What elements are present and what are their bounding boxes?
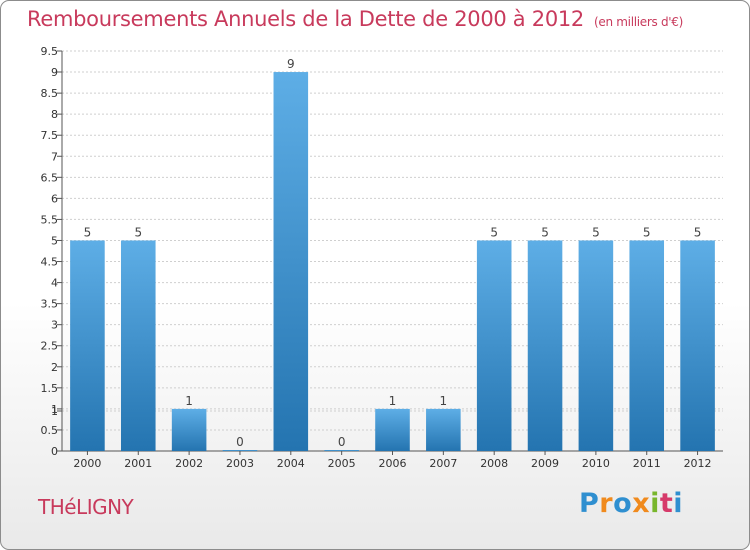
y-tick-label: 3.5 [41,298,59,311]
x-tick-label: 2011 [633,457,661,470]
y-tick-label: 0.5 [41,424,59,437]
town-name: THéLIGNY [38,495,134,519]
bar-2009 [527,240,563,451]
y-tick-label: 6 [51,192,58,205]
bar-2004 [273,72,309,451]
data-label: 5 [541,225,549,239]
y-tick-label: 2 [51,361,58,374]
chart-title: Remboursements Annuels de la Dette de 20… [27,7,683,31]
data-label: 1 [440,394,448,408]
y-tick-label: 1 [51,403,58,416]
brand-logo: Proxiti [579,488,683,519]
bar-2005 [324,450,359,451]
bar-2001 [120,240,156,451]
y-tick-label: 0 [51,445,58,458]
y-tick-label: 8.5 [41,87,59,100]
x-tick-label: 2002 [175,457,203,470]
x-tick-label: 2004 [277,457,305,470]
data-label: 5 [694,225,702,239]
y-tick-label: 6.5 [41,171,59,184]
brand-letter: o [613,488,633,519]
brand-letter: P [579,488,600,519]
bar-2010 [578,240,614,451]
x-tick-label: 2012 [684,457,712,470]
y-tick-label: 4.5 [41,256,59,269]
y-tick-label: 9.5 [41,45,59,58]
data-label: 5 [643,225,651,239]
data-label: 5 [134,225,142,239]
data-label: 5 [592,225,600,239]
data-label: 1 [185,394,193,408]
bar-2000 [70,240,105,451]
data-label: 9 [287,57,295,71]
y-tick-label: 1 [51,405,58,418]
chart-title-text: Remboursements Annuels de la Dette de 20… [27,7,584,31]
y-tick-label: 8 [51,108,58,121]
brand-letter: x [632,488,651,519]
bar-2003 [222,450,258,451]
data-label: 5 [84,225,92,239]
bar-2008 [476,240,512,451]
brand-letter: i [650,488,660,519]
brand-letter: r [599,488,614,519]
x-tick-label: 2001 [124,457,152,470]
bar-2011 [629,240,665,451]
data-label: 0 [338,435,346,449]
y-tick-label: 7.5 [41,129,59,142]
y-tick-label: 5.5 [41,213,59,226]
bar-2006 [375,408,410,451]
x-tick-label: 2006 [379,457,407,470]
y-tick-label: 1.5 [41,382,59,395]
x-tick-label: 2003 [226,457,254,470]
brand-letter: i [673,488,684,519]
x-tick-label: 2005 [328,457,356,470]
chart-subtitle: (en milliers d'€) [594,15,684,29]
data-label: 0 [236,435,244,449]
x-tick-label: 2007 [429,457,457,470]
x-tick-label: 2008 [480,457,508,470]
data-label: 1 [389,394,397,408]
y-tick-label: 9 [51,66,58,79]
data-label: 5 [490,225,498,239]
bar-2012 [680,240,715,451]
bar-2002 [171,408,207,451]
y-tick-label: 7 [51,150,58,163]
x-tick-label: 2000 [73,457,101,470]
y-tick-label: 5 [51,234,58,247]
brand-letter: t [659,488,674,519]
y-tick-label: 4 [51,277,58,290]
y-tick-label: 3 [51,319,58,332]
bar-2007 [426,408,461,451]
y-tick-label: 2.5 [41,340,59,353]
x-tick-label: 2010 [582,457,610,470]
x-tick-label: 2009 [531,457,559,470]
